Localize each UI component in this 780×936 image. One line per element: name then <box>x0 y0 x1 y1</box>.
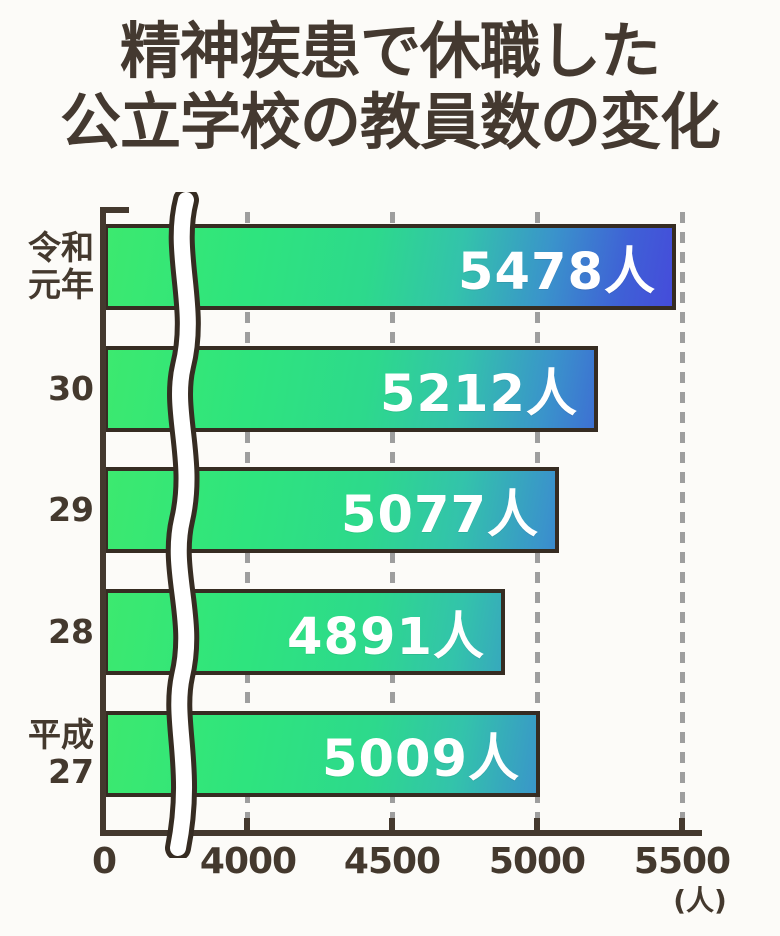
category-label-h28: 28 <box>48 611 94 651</box>
x-axis-line <box>100 830 702 836</box>
bar-value-label: 5478人 <box>458 243 656 302</box>
category-label-h27: 平成 27 <box>28 715 94 791</box>
x-axis-tick-4500 <box>389 818 395 831</box>
bar-value-label: 5077人 <box>341 486 539 545</box>
x-tick-label-0: 0 <box>91 841 117 882</box>
gridline-5500 <box>680 212 685 830</box>
chart-title: 精神疾患で休職した 公立学校の教員数の変化 <box>0 16 780 159</box>
axis-unit-label: (人) <box>673 884 727 917</box>
x-tick-label-5000: 5000 <box>488 841 586 882</box>
y-axis-line <box>100 207 106 836</box>
bar-value-label: 4891人 <box>287 608 485 667</box>
y-axis-top-cap <box>100 207 129 213</box>
x-tick-label-5500: 5500 <box>633 841 731 882</box>
x-tick-label-4500: 4500 <box>343 841 441 882</box>
x-axis-tick-4000 <box>244 818 250 831</box>
x-axis-tick-5500 <box>679 818 685 831</box>
chart-title-line1: 精神疾患で休職した <box>119 16 661 87</box>
axis-break-wave-icon <box>165 192 201 858</box>
x-axis-tick-5000 <box>534 818 540 831</box>
bar-value-label: 5009人 <box>322 730 520 789</box>
category-label-reiwa1: 令和 元年 <box>28 228 94 304</box>
chart-title-line2: 公立学校の教員数の変化 <box>59 87 721 159</box>
x-tick-label-4000: 4000 <box>199 841 297 882</box>
category-label-h30: 30 <box>48 368 94 408</box>
bar-value-label: 5212人 <box>380 365 578 424</box>
category-label-h29: 29 <box>48 489 94 529</box>
